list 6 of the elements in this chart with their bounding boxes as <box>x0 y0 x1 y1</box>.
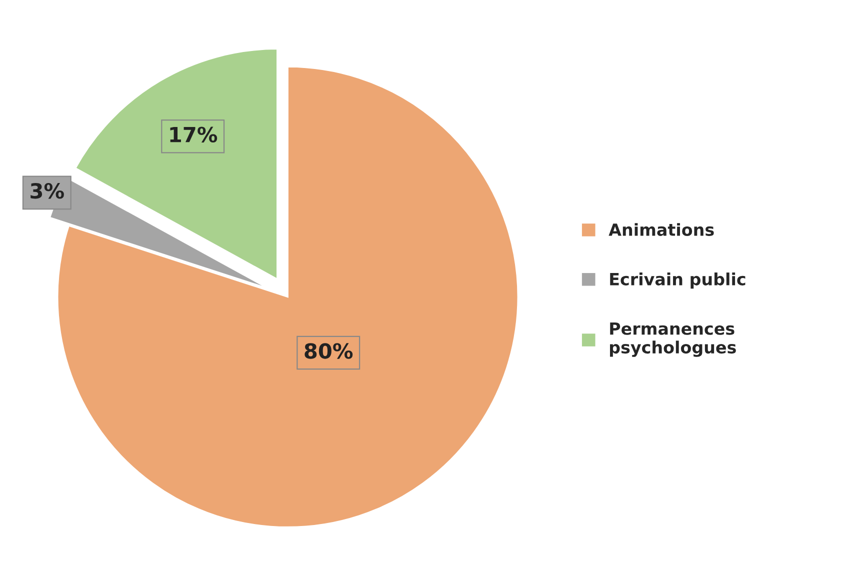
legend-label: Permanences psychologues <box>610 322 736 357</box>
data-label: 17% <box>170 126 218 142</box>
data-label: 3% <box>30 182 64 199</box>
legend-label: Animations <box>608 223 714 236</box>
legend-label: Ecrivain public <box>610 272 746 289</box>
data-label: 80% <box>304 343 353 359</box>
